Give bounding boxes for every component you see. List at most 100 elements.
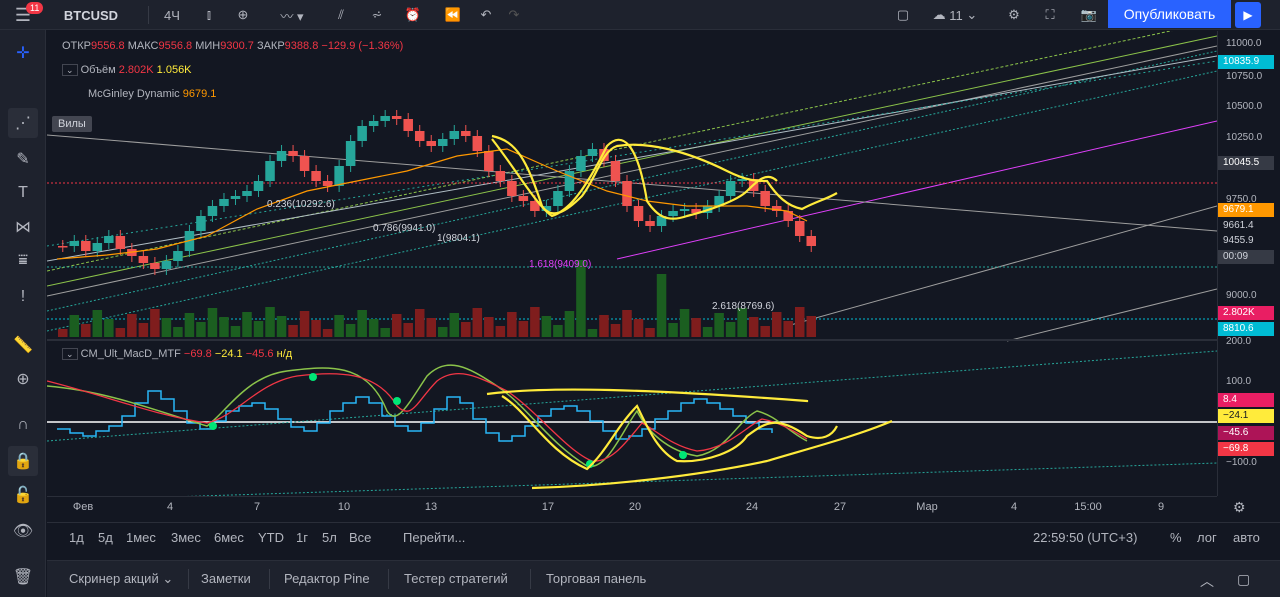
chart-type-icon[interactable]: ⫾ [206, 7, 212, 22]
timezone-clock[interactable]: 22:59:50 (UTC+3) [1033, 530, 1138, 545]
volume-bar [219, 317, 229, 337]
collapse-icon[interactable]: ⌄ [62, 64, 78, 76]
volume-bar [622, 310, 632, 337]
goto-button[interactable]: Перейти... [403, 530, 466, 545]
drawing-curve [491, 138, 778, 220]
channel-line [47, 55, 1217, 262]
camera-icon[interactable]: 📷 [1080, 7, 1098, 22]
volume-bar [599, 315, 609, 337]
collapse-icon[interactable]: ⌄ [62, 348, 78, 360]
volume-bar [150, 309, 160, 337]
candle-body [219, 199, 229, 206]
price-tag: 8810.6 [1218, 322, 1274, 336]
volume-bar [311, 320, 321, 337]
fullscreen-icon[interactable]: ⛶ [1045, 7, 1055, 22]
icons-icon[interactable]: ! [20, 288, 26, 305]
candle-body [368, 121, 379, 126]
range-5d[interactable]: 5д [98, 530, 113, 545]
range-1d[interactable]: 1д [69, 530, 84, 545]
price-tick: 9750.0 [1226, 194, 1257, 205]
magnet-icon[interactable]: ∩ [17, 416, 29, 433]
maximize-icon[interactable]: ▢ [1237, 571, 1251, 587]
mcginley-label: McGinley Dynamic [88, 88, 180, 100]
trash-icon[interactable]: 🗑 [12, 569, 34, 586]
lock-drawing-icon[interactable]: 🔒 [8, 446, 38, 476]
range-5y[interactable]: 5л [322, 530, 337, 545]
pane-separator[interactable] [47, 339, 1280, 341]
cross-marker [309, 373, 317, 381]
text-icon[interactable]: T [18, 184, 28, 201]
price-tick: 10500.0 [1226, 101, 1263, 112]
zoom-icon[interactable]: ⊕ [16, 371, 30, 388]
tab-strategy-tester[interactable]: Тестер стратегий [404, 571, 508, 586]
open-value: 9556.8 [91, 40, 125, 52]
volume-bar [737, 308, 747, 337]
high-label: МАКС [127, 40, 159, 52]
tab-trading-panel[interactable]: Торговая панель [546, 571, 647, 586]
price-scale[interactable]: 11000.0 10750.0 10500.0 10250.0 9750.0 9… [1217, 31, 1280, 496]
range-all[interactable]: Все [349, 530, 372, 545]
pitchfork-icon[interactable]: ⋰ [8, 108, 38, 138]
templates-icon[interactable]: ⫽ [338, 7, 344, 22]
lock-icon[interactable]: 🔓 [13, 487, 33, 504]
layouts-button[interactable]: ☁ 11 ⌄ [922, 0, 988, 30]
auto-toggle[interactable]: авто [1233, 530, 1260, 545]
strategy-icon[interactable]: ⩫ [371, 7, 383, 22]
range-ytd[interactable]: YTD [258, 530, 284, 545]
compare-icon[interactable]: ⊕ [237, 7, 249, 22]
candle-body [576, 156, 586, 171]
range-1m[interactable]: 1мес [126, 530, 156, 545]
time-axis[interactable]: Фев 4 7 10 13 17 20 24 27 Мар 4 15:00 9 … [47, 496, 1246, 518]
volume-bar [725, 322, 736, 337]
ruler-icon[interactable]: 📏 [13, 337, 33, 354]
crosshair-icon[interactable]: ✛ [16, 45, 30, 62]
price-chart[interactable]: 0.236(10292.6) 0.786(9941.0) 1(9804.1) 1… [47, 31, 1217, 496]
range-3m[interactable]: 3мес [171, 530, 201, 545]
indicators-icon[interactable]: 〰︎ ▾ [280, 8, 304, 24]
volume-bar [553, 325, 563, 337]
settings-gear-icon[interactable]: ⚙ [1008, 7, 1020, 22]
volume-bar [645, 328, 655, 337]
volume-legend[interactable]: ⌄ Объём 2.802K 1.056K [62, 64, 192, 76]
chart-settings-gear-icon[interactable]: ⚙ [1233, 499, 1246, 515]
symbol-search[interactable]: BTCUSD [63, 7, 119, 23]
interval-button[interactable]: 4Ч [164, 7, 180, 23]
collapse-up-icon[interactable]: ︿ [1200, 573, 1214, 589]
mcginley-legend[interactable]: McGinley Dynamic 9679.1 [88, 88, 216, 100]
publish-button[interactable]: Опубликовать [1108, 0, 1231, 28]
alert-icon[interactable]: ⏰ [404, 7, 422, 22]
candle-body [484, 151, 494, 171]
tab-stock-screener[interactable]: Скринер акций ⌄ [69, 571, 173, 587]
candle-body [196, 216, 206, 231]
eye-icon[interactable]: 👁 [12, 523, 34, 540]
range-1y[interactable]: 1г [296, 530, 308, 545]
high-value: 9556.8 [158, 40, 193, 52]
divider [188, 569, 189, 589]
macd-tag: −24.1 [1218, 409, 1274, 423]
divider [148, 6, 149, 24]
tab-pine-editor[interactable]: Редактор Pine [284, 571, 370, 586]
tab-notes[interactable]: Заметки [201, 571, 251, 586]
redo-icon[interactable]: ↷ [508, 7, 520, 22]
menu-button[interactable]: ☰ 11 [0, 0, 46, 30]
pattern-icon[interactable]: ⋈ [15, 219, 31, 236]
percent-toggle[interactable]: % [1170, 530, 1182, 545]
replay-icon[interactable]: ⏪ [444, 7, 462, 22]
candle-body [668, 211, 678, 216]
channel-line [47, 35, 1217, 287]
price-tag: 9661.4 [1218, 219, 1274, 233]
volume-bar [115, 328, 126, 337]
undo-icon[interactable]: ↶ [480, 7, 492, 22]
play-icon[interactable]: ▶ [1235, 2, 1261, 28]
volume-bar [541, 316, 552, 337]
fullscreen-square-icon[interactable]: ▢ [896, 7, 910, 22]
log-toggle[interactable]: лог [1197, 530, 1217, 545]
prediction-icon[interactable]: ⩸ [18, 252, 28, 269]
price-tag: 10045.5 [1218, 156, 1274, 170]
candle-body [495, 171, 506, 181]
time-tick: 17 [541, 501, 555, 513]
volume-bar [633, 319, 644, 337]
range-6m[interactable]: 6мес [214, 530, 244, 545]
brush-icon[interactable]: ✎ [16, 151, 30, 168]
macd-legend[interactable]: ⌄ CM_Ult_MacD_MTF −69.8 −24.1 −45.6 н/д [62, 348, 292, 360]
